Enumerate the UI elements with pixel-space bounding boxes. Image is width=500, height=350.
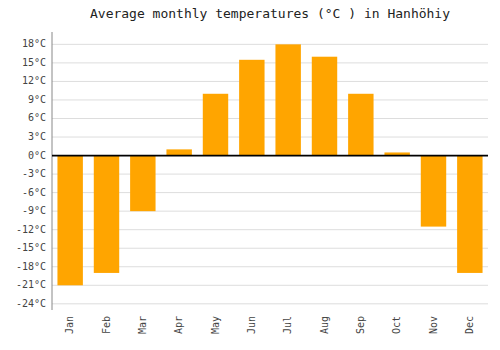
bar — [312, 57, 337, 156]
x-tick-label: Oct — [391, 316, 402, 334]
grid — [52, 44, 488, 303]
grid-line — [52, 81, 488, 82]
y-tick-label: 6°C — [28, 112, 46, 123]
y-ticks: -24°C -21°C -18°C -15°C -12°C -9°C -6°C -3°C 0°C… — [16, 38, 46, 308]
x-tick-label: Mar — [137, 316, 148, 334]
y-tick-label: -21°C — [16, 279, 46, 290]
x-tick-label: Feb — [101, 316, 112, 334]
bar — [94, 156, 119, 273]
bar — [166, 149, 191, 155]
y-tick-label: -24°C — [16, 298, 46, 309]
y-tick-label: -15°C — [16, 242, 46, 253]
grid-line — [52, 44, 488, 45]
y-tick-label: 3°C — [28, 131, 46, 142]
y-tick-label: 15°C — [22, 57, 46, 68]
y-tick-label: -6°C — [22, 187, 46, 198]
y-tick-label: 0°C — [28, 150, 46, 161]
grid-line — [52, 137, 488, 138]
x-tick-label: Dec — [464, 316, 475, 334]
y-tick-label: -9°C — [22, 205, 46, 216]
bar — [275, 44, 300, 155]
x-tick-label: Jun — [246, 316, 257, 334]
y-axis-line — [52, 32, 53, 310]
bars — [57, 44, 482, 285]
x-tick-label: Nov — [428, 316, 439, 334]
x-tick-label: Sep — [355, 316, 366, 334]
y-tick-label: -3°C — [22, 168, 46, 179]
y-tick-label: -12°C — [16, 224, 46, 235]
y-tick-label: 12°C — [22, 75, 46, 86]
grid-line — [52, 155, 488, 156]
y-tick-label: 9°C — [28, 94, 46, 105]
x-ticks: Jan Feb Mar Apr May Jun Jul Aug Sep Oct Nov Dec — [64, 316, 475, 334]
title: Average monthly temperatures (°C ) in Ha… — [90, 6, 450, 21]
y-tick-label: 18°C — [22, 38, 46, 49]
x-tick-label: May — [210, 316, 221, 334]
bar — [421, 156, 446, 227]
bar — [457, 156, 482, 273]
bar — [203, 94, 228, 156]
chart: Average monthly temperatures (°C ) in Ha… — [0, 0, 500, 350]
bar — [130, 156, 155, 212]
x-tick-label: Jan — [64, 316, 75, 334]
grid-line — [52, 118, 488, 119]
baseline — [52, 155, 488, 157]
bar — [239, 60, 264, 156]
x-tick-label: Aug — [319, 316, 330, 334]
grid-line — [52, 99, 488, 100]
grid-line — [52, 285, 488, 286]
x-tick-label: Apr — [173, 316, 184, 334]
chart-container: Average monthly temperatures (°C ) in Ha… — [0, 0, 500, 350]
bar — [57, 156, 82, 286]
y-tick-label: -18°C — [16, 261, 46, 272]
grid-line — [52, 62, 488, 63]
bar — [348, 94, 373, 156]
grid-line — [52, 303, 488, 304]
x-tick-label: Jul — [282, 316, 293, 334]
